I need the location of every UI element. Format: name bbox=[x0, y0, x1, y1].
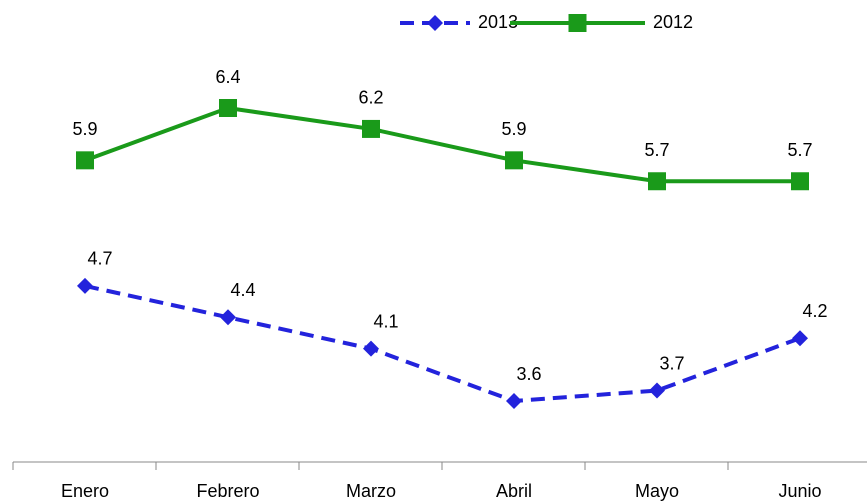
data-label: 5.7 bbox=[787, 140, 812, 160]
data-label: 5.7 bbox=[644, 140, 669, 160]
data-label: 3.6 bbox=[516, 364, 541, 384]
data-label: 4.7 bbox=[87, 249, 112, 269]
data-label: 4.1 bbox=[373, 311, 398, 331]
data-label: 6.4 bbox=[215, 67, 240, 87]
marker bbox=[649, 382, 665, 399]
x-tick-label: Febrero bbox=[196, 481, 259, 501]
x-axis bbox=[12, 461, 867, 470]
marker bbox=[363, 340, 379, 357]
marker bbox=[792, 330, 808, 347]
x-tick-label: Enero bbox=[61, 481, 109, 501]
marker bbox=[506, 393, 522, 409]
marker bbox=[505, 151, 523, 170]
marker bbox=[362, 119, 380, 138]
marker bbox=[77, 277, 93, 294]
x-tick-label: Marzo bbox=[346, 481, 396, 501]
x-tick-label: Junio bbox=[778, 481, 821, 501]
legend-marker bbox=[427, 15, 443, 31]
data-label: 4.2 bbox=[802, 301, 827, 321]
marker bbox=[648, 172, 666, 191]
legend-label: 2012 bbox=[653, 12, 693, 32]
marker bbox=[76, 151, 94, 170]
data-label: 6.2 bbox=[358, 88, 383, 108]
data-label: 5.9 bbox=[501, 119, 526, 139]
legend-label: 2013 bbox=[478, 12, 518, 32]
data-label: 5.9 bbox=[72, 119, 97, 139]
data-label: 4.4 bbox=[230, 280, 255, 300]
data-label: 3.7 bbox=[659, 353, 684, 373]
marker bbox=[219, 99, 237, 117]
marker bbox=[220, 309, 236, 326]
series-line bbox=[84, 105, 800, 184]
legend-marker bbox=[568, 14, 587, 32]
series-line bbox=[84, 283, 801, 404]
x-tick-label: Mayo bbox=[635, 481, 679, 501]
marker bbox=[791, 172, 809, 191]
x-tick-label: Abril bbox=[496, 481, 532, 501]
